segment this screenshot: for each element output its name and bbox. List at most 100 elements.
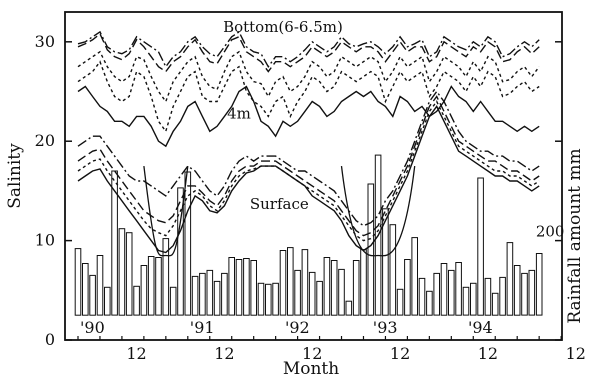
- y-tick-label: 30: [35, 32, 55, 51]
- rainfall-bar: [221, 272, 228, 316]
- rainfall-bar: [118, 228, 126, 316]
- annotation-label: Bottom(6-6.5m): [223, 18, 343, 36]
- rainfall-bar: [330, 260, 338, 316]
- rainfall-bar: [506, 242, 514, 316]
- rainfall-bar: [440, 263, 448, 316]
- rainfall-bar: [426, 290, 433, 316]
- x-tick-label: 12: [478, 344, 498, 363]
- salinity-minimum-curve: [143, 166, 189, 257]
- axes: 0 10 20 30 12 12 12 12 12 12: [35, 32, 586, 363]
- rainfall-bar: [513, 265, 521, 316]
- rainfall-bar: [133, 285, 140, 316]
- rainfall-bar: [477, 177, 484, 316]
- plot-frame: [64, 11, 563, 341]
- rainfall-bar: [535, 253, 543, 316]
- x-tick-label: 12: [566, 344, 586, 363]
- y-tick-label: 0: [45, 330, 55, 349]
- rainfall-bar: [316, 280, 323, 316]
- x-tick-label: 12: [214, 344, 234, 363]
- rainfall-bar: [287, 247, 294, 316]
- rainfall-bar: [528, 269, 536, 316]
- y-tick-label: 20: [35, 131, 55, 150]
- annotation-label: Surface: [250, 195, 309, 213]
- rainfall-bar: [521, 272, 528, 316]
- salinity-lines: [77, 30, 540, 254]
- rainfall-bar: [279, 250, 287, 316]
- salinity-series-line: [77, 32, 540, 73]
- rainfall-bar: [206, 269, 214, 316]
- rainfall-bar: [484, 277, 492, 316]
- salinity-series-line: [77, 95, 540, 237]
- rainfall-bar: [308, 271, 316, 316]
- rainfall-bar: [235, 259, 243, 316]
- rainfall-bar: [462, 286, 470, 316]
- rainfall-bar: [323, 257, 331, 316]
- salinity-series-line: [77, 85, 540, 148]
- annotation-label: 200: [536, 223, 565, 241]
- rainfall-bar: [191, 275, 199, 316]
- rainfall-bar: [213, 280, 221, 316]
- rainfall-bar: [455, 262, 462, 316]
- y-axis-title: Salinity: [5, 143, 25, 209]
- y-tick-label: 10: [35, 231, 55, 250]
- rainfall-bar: [345, 300, 353, 316]
- x-tick-label: 12: [126, 344, 146, 363]
- rainfall-bar: [228, 257, 235, 316]
- salinity-series-line: [77, 60, 540, 133]
- rainfall-bar: [147, 256, 155, 316]
- rainfall-bar: [250, 260, 257, 316]
- rainfall-bar: [74, 248, 82, 316]
- rainfall-bar: [111, 170, 118, 316]
- x-tick-label: 12: [390, 344, 410, 363]
- salinity-minimum-curve: [340, 166, 416, 257]
- rainfall-bar: [470, 282, 477, 316]
- salinity-series-line: [77, 30, 540, 69]
- rainfall-bar: [140, 265, 148, 316]
- year-label: '90: [80, 318, 105, 337]
- salinity-series-line: [77, 100, 540, 242]
- salinity-series-line: [77, 90, 540, 227]
- annotation-label: 4m: [227, 104, 251, 122]
- rainfall-bar: [499, 276, 506, 316]
- rainfall-bar: [243, 258, 250, 316]
- rainfall-bar: [199, 272, 206, 316]
- year-label: '92: [285, 318, 310, 337]
- rainfall-bar: [360, 249, 367, 316]
- rainfall-bar: [272, 282, 279, 316]
- rainfall-bar: [257, 282, 265, 316]
- rainfall-bar: [338, 268, 345, 316]
- rainfall-bar: [177, 187, 184, 316]
- rainfall-bar: [418, 277, 426, 316]
- rainfall-bar: [184, 171, 192, 316]
- rainfall-bar: [448, 269, 455, 316]
- y2-axis-title: Rainfall amount mm: [565, 148, 585, 323]
- rainfall-bar: [162, 238, 170, 316]
- rainfall-bar: [382, 208, 389, 316]
- rainfall-bar: [352, 260, 360, 316]
- rainfall-bars: [74, 154, 543, 316]
- rainfall-bar: [301, 249, 309, 316]
- x-tick-label: 12: [302, 344, 322, 363]
- rainfall-bar: [155, 257, 162, 316]
- year-label: '93: [373, 318, 398, 337]
- rainfall-bar: [389, 224, 397, 316]
- rainfall-bar: [294, 269, 301, 316]
- year-label: '91: [190, 318, 215, 337]
- rainfall-bar: [411, 237, 418, 316]
- text-labels: Salinity Rainfall amount mm Month '90 '91…: [5, 18, 585, 379]
- x-axis-title: Month: [283, 359, 339, 379]
- salinity-series-line: [77, 105, 540, 254]
- rainfall-bar: [367, 183, 375, 316]
- rainfall-bar: [96, 255, 104, 316]
- year-label: '94: [468, 318, 493, 337]
- rainfall-bar: [265, 283, 272, 316]
- rainfall-bar: [104, 286, 111, 316]
- rainfall-bar: [396, 288, 404, 316]
- salinity-series-line: [77, 50, 540, 103]
- envelope-curves: [143, 166, 416, 257]
- rainfall-bar: [404, 259, 411, 316]
- rainfall-bar: [89, 274, 96, 316]
- rainfall-bar: [125, 232, 133, 316]
- rainfall-bar: [169, 286, 177, 316]
- rainfall-bar: [82, 263, 89, 316]
